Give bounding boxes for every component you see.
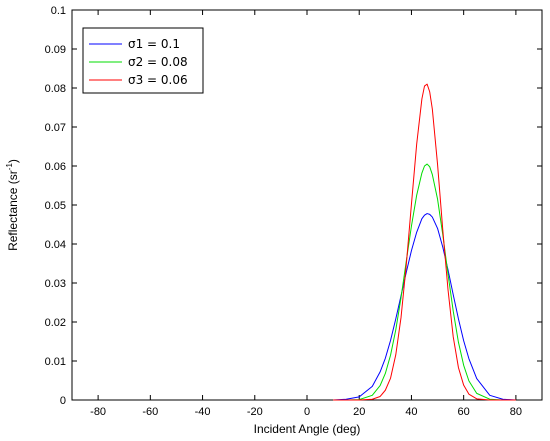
y-tick-label: 0.09 bbox=[45, 44, 66, 56]
x-tick-label: -80 bbox=[90, 406, 106, 418]
x-tick-label: 0 bbox=[304, 406, 310, 418]
y-tick-label: 0.08 bbox=[45, 83, 66, 95]
legend-label-2: σ2 = 0.08 bbox=[128, 55, 188, 69]
x-tick-label: -60 bbox=[142, 406, 158, 418]
y-tick-label: 0.06 bbox=[45, 161, 66, 173]
x-tick-label: 20 bbox=[353, 406, 365, 418]
x-axis-label: Incident Angle (deg) bbox=[254, 422, 361, 436]
x-tick-label: -20 bbox=[247, 406, 263, 418]
x-tick-label: 80 bbox=[510, 406, 522, 418]
y-axis-label-group: Reflectance (sr-1) bbox=[5, 159, 20, 251]
y-axis-label-close: ) bbox=[6, 159, 20, 163]
y-tick-label: 0 bbox=[60, 395, 66, 407]
legend-label-1: σ1 = 0.1 bbox=[128, 37, 180, 51]
series-lines bbox=[333, 83, 516, 401]
y-tick-label: 0.07 bbox=[45, 122, 66, 134]
series-line-3 bbox=[333, 83, 516, 401]
y-axis-label: Reflectance (sr-1) bbox=[5, 159, 20, 251]
y-tick-label: 0.04 bbox=[45, 239, 66, 251]
y-tick-label: 0.05 bbox=[45, 200, 66, 212]
series-line-1 bbox=[333, 213, 516, 401]
y-axis-ticks: 0 0.01 0.02 0.03 0.04 0.05 0.06 0.07 0.08 0.09 0.1 bbox=[45, 5, 542, 407]
legend: σ1 = 0.1 σ2 = 0.08 σ3 = 0.06 bbox=[82, 27, 204, 94]
x-axis-ticks: -80 -60 -40 -20 0 20 40 60 80 bbox=[90, 10, 522, 418]
x-tick-label: -40 bbox=[195, 406, 211, 418]
y-axis-label-sup: -1 bbox=[5, 163, 14, 171]
x-tick-label: 40 bbox=[405, 406, 417, 418]
y-tick-label: 0.03 bbox=[45, 278, 66, 290]
y-tick-label: 0.1 bbox=[51, 5, 66, 17]
y-tick-label: 0.01 bbox=[45, 356, 66, 368]
x-tick-label: 60 bbox=[458, 406, 470, 418]
legend-box bbox=[82, 27, 204, 94]
y-axis-label-main: Reflectance (sr bbox=[6, 170, 20, 251]
y-tick-label: 0.02 bbox=[45, 317, 66, 329]
legend-label-3: σ3 = 0.06 bbox=[128, 73, 188, 87]
series-line-2 bbox=[333, 163, 516, 401]
